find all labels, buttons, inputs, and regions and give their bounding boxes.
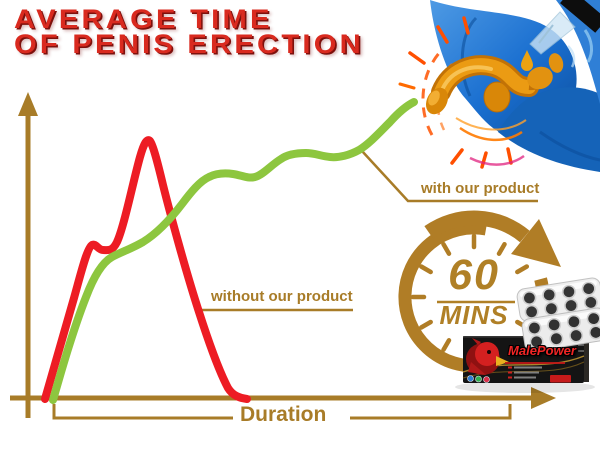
clock-unit: MINS bbox=[439, 300, 509, 330]
box-feature-list bbox=[508, 366, 542, 379]
anatomical-illustration bbox=[398, 0, 600, 172]
x-axis-arrow bbox=[531, 387, 556, 409]
title-line-2: OF PENIS ERECTION bbox=[14, 29, 364, 59]
curve-with-product bbox=[49, 98, 418, 404]
y-axis bbox=[18, 92, 38, 418]
with-product-callout-line bbox=[361, 150, 538, 203]
label-without-product: without our product bbox=[211, 288, 353, 305]
dropper-icon bbox=[529, 0, 600, 68]
page-title: AVERAGE TIME OF PENIS ERECTION bbox=[14, 4, 364, 59]
product-name: MalePower bbox=[508, 343, 576, 358]
duration-bracket bbox=[52, 404, 512, 420]
energy-burst bbox=[398, 16, 527, 169]
title-line-1: AVERAGE TIME bbox=[14, 4, 273, 34]
circular-arrow-head bbox=[511, 219, 561, 267]
eagle-logo-icon bbox=[466, 338, 509, 375]
clock-value: 60 bbox=[448, 251, 500, 299]
label-with-product: with our product bbox=[421, 180, 540, 197]
droplet-icon bbox=[521, 50, 533, 71]
organ-shape bbox=[425, 53, 564, 115]
circular-arrow-icon bbox=[424, 210, 530, 243]
y-axis-arrow bbox=[18, 92, 38, 116]
x-axis-label-duration: Duration bbox=[240, 403, 327, 426]
curve-without-product bbox=[41, 136, 251, 403]
x-axis bbox=[10, 387, 556, 409]
blister-pack-front bbox=[521, 307, 600, 352]
